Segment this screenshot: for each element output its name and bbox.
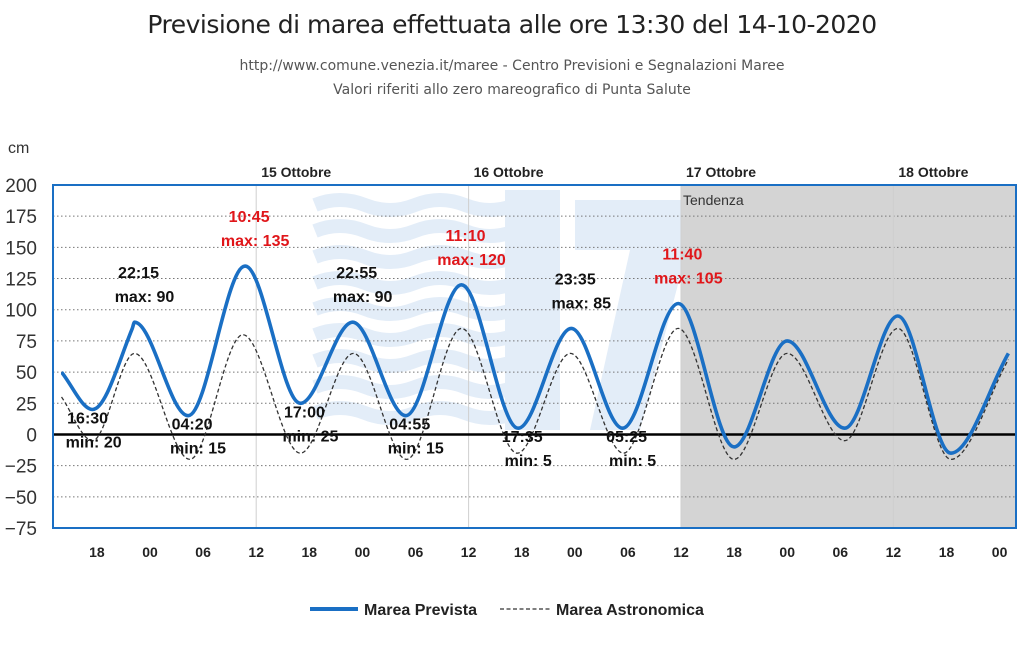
extreme-time-label: 22:15: [118, 265, 159, 282]
extreme-time-label: 04:20: [172, 417, 213, 434]
x-tick-label: 12: [886, 544, 902, 560]
extreme-value-label: min: 15: [388, 441, 444, 458]
source-url-text: http://www.comune.venezia.it/maree - Cen…: [239, 58, 785, 74]
series-astronomic-line: [61, 327, 1009, 461]
y-tick-label: 100: [5, 301, 37, 322]
reference-note-text: Valori riferiti allo zero mareografico d…: [333, 82, 691, 98]
plot-frame: [52, 184, 1017, 529]
y-unit-label: cm: [8, 140, 29, 157]
y-tick-label: 200: [5, 176, 37, 197]
extreme-time-label: 10:45: [229, 209, 270, 226]
watermark-wave: [312, 323, 518, 347]
extreme-time-label: 16:30: [67, 411, 108, 428]
day-label: 16 Ottobre: [474, 164, 544, 180]
day-label: 15 Ottobre: [261, 164, 331, 180]
y-tick-label: 175: [5, 207, 37, 228]
y-tick-label: 0: [26, 425, 37, 446]
y-tick-label: 125: [5, 270, 37, 291]
y-tick-label: 25: [16, 394, 37, 415]
x-tick-label: 06: [195, 544, 211, 560]
extreme-value-label: min: 5: [609, 453, 656, 470]
watermark-wave: [312, 219, 518, 243]
extreme-time-label: 11:40: [662, 246, 702, 263]
watermark-wave: [312, 297, 518, 321]
legend-astronomic-label: Marea Astronomica: [556, 602, 704, 619]
x-tick-label: 18: [726, 544, 742, 560]
extreme-value-label: max: 120: [437, 252, 506, 269]
x-tick-label: 18: [89, 544, 105, 560]
watermark-wave: [312, 349, 518, 373]
extreme-time-label: 04:55: [389, 417, 430, 434]
watermark-wave: [312, 245, 518, 269]
extreme-value-label: max: 90: [115, 289, 175, 306]
trend-region: [681, 185, 1016, 528]
y-tick-label: 150: [5, 238, 37, 259]
extreme-time-label: 05:25: [606, 429, 647, 446]
x-tick-label: 18: [939, 544, 955, 560]
series-forecast-line: [61, 264, 1010, 456]
y-tick-label: 50: [16, 363, 37, 384]
extreme-time-label: 11:10: [445, 228, 485, 245]
x-tick-label: 00: [355, 544, 371, 560]
x-tick-label: 18: [302, 544, 318, 560]
x-tick-label: 12: [673, 544, 689, 560]
venice-logo-watermark: [312, 190, 700, 430]
day-label: 18 Ottobre: [898, 164, 968, 180]
x-tick-label: 00: [567, 544, 583, 560]
x-tick-label: 12: [248, 544, 264, 560]
extreme-value-label: max: 90: [333, 289, 393, 306]
extreme-time-label: 23:35: [555, 271, 596, 288]
x-tick-label: 00: [992, 544, 1008, 560]
x-tick-label: 06: [833, 544, 849, 560]
chart-title: Previsione di marea effettuata alle ore …: [147, 10, 877, 39]
extreme-value-label: min: 25: [282, 428, 338, 445]
x-tick-label: 00: [142, 544, 158, 560]
extreme-time-label: 17:35: [502, 429, 543, 446]
legend-forecast-label: Marea Prevista: [364, 602, 477, 619]
day-label: 17 Ottobre: [686, 164, 756, 180]
extreme-value-label: min: 20: [66, 435, 122, 452]
extreme-value-label: max: 105: [654, 270, 723, 287]
extreme-value-label: min: 15: [170, 441, 226, 458]
trend-label: Tendenza: [683, 192, 744, 208]
watermark-wave: [312, 193, 518, 217]
x-tick-label: 06: [620, 544, 636, 560]
watermark-wave: [312, 375, 518, 399]
extreme-value-label: max: 85: [551, 295, 611, 312]
extreme-time-label: 17:00: [284, 404, 325, 421]
x-tick-label: 18: [514, 544, 530, 560]
y-tick-label: −75: [5, 519, 37, 540]
x-tick-label: 00: [779, 544, 795, 560]
x-tick-label: 12: [461, 544, 477, 560]
y-tick-label: −50: [5, 488, 37, 509]
y-tick-label: 75: [16, 332, 37, 353]
extreme-time-label: 22:55: [336, 265, 377, 282]
x-tick-label: 06: [408, 544, 424, 560]
watermark-wave: [312, 401, 518, 425]
extreme-value-label: max: 135: [221, 233, 290, 250]
extreme-value-label: min: 5: [505, 453, 552, 470]
y-tick-label: −25: [5, 457, 37, 478]
